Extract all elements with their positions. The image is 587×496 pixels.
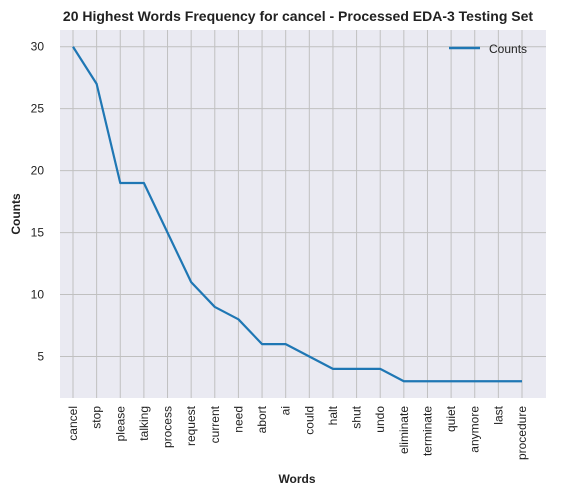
legend-label-counts: Counts: [489, 42, 527, 56]
x-tick-label: procedure: [515, 406, 529, 460]
x-tick-label: stop: [90, 406, 104, 429]
y-tick-label: 20: [31, 164, 45, 178]
x-tick-label: eliminate: [397, 406, 411, 454]
x-tick-label: abort: [255, 405, 269, 433]
y-tick-label: 5: [37, 349, 44, 363]
plot-area: [60, 30, 546, 398]
y-tick-label: 25: [31, 102, 45, 116]
chart-title: 20 Highest Words Frequency for cancel - …: [63, 8, 534, 24]
y-tick-label: 15: [31, 226, 45, 240]
y-tick-labels: 5 10 15 20 25 30: [31, 40, 45, 364]
x-axis-label: Words: [278, 472, 315, 486]
grid: [60, 30, 546, 398]
legend: Counts: [449, 42, 527, 56]
x-tick-label: please: [113, 406, 127, 442]
x-tick-label: undo: [373, 406, 387, 433]
x-tick-label: anymore: [468, 406, 482, 453]
y-tick-label: 10: [31, 288, 45, 302]
x-tick-label: talking: [137, 406, 151, 441]
x-tick-label: process: [161, 406, 175, 448]
x-tick-label: last: [491, 405, 505, 424]
series-line-counts: [72, 46, 522, 383]
x-tick-label: ai: [279, 406, 293, 415]
x-tick-label: shut: [350, 405, 364, 428]
y-tick-label: 30: [31, 40, 45, 54]
x-tick-label: quiet: [444, 405, 458, 432]
y-axis-label: Counts: [9, 193, 23, 235]
x-tick-label: current: [208, 405, 222, 443]
x-tick-labels: cancel stop please talking process request cur…: [66, 405, 529, 460]
x-tick-label: request: [184, 405, 198, 446]
x-tick-label: terminate: [420, 406, 434, 456]
x-tick-label: cancel: [66, 406, 80, 441]
x-tick-label: halt: [326, 405, 340, 425]
x-tick-label: need: [231, 406, 245, 433]
x-tick-label: could: [302, 406, 316, 435]
